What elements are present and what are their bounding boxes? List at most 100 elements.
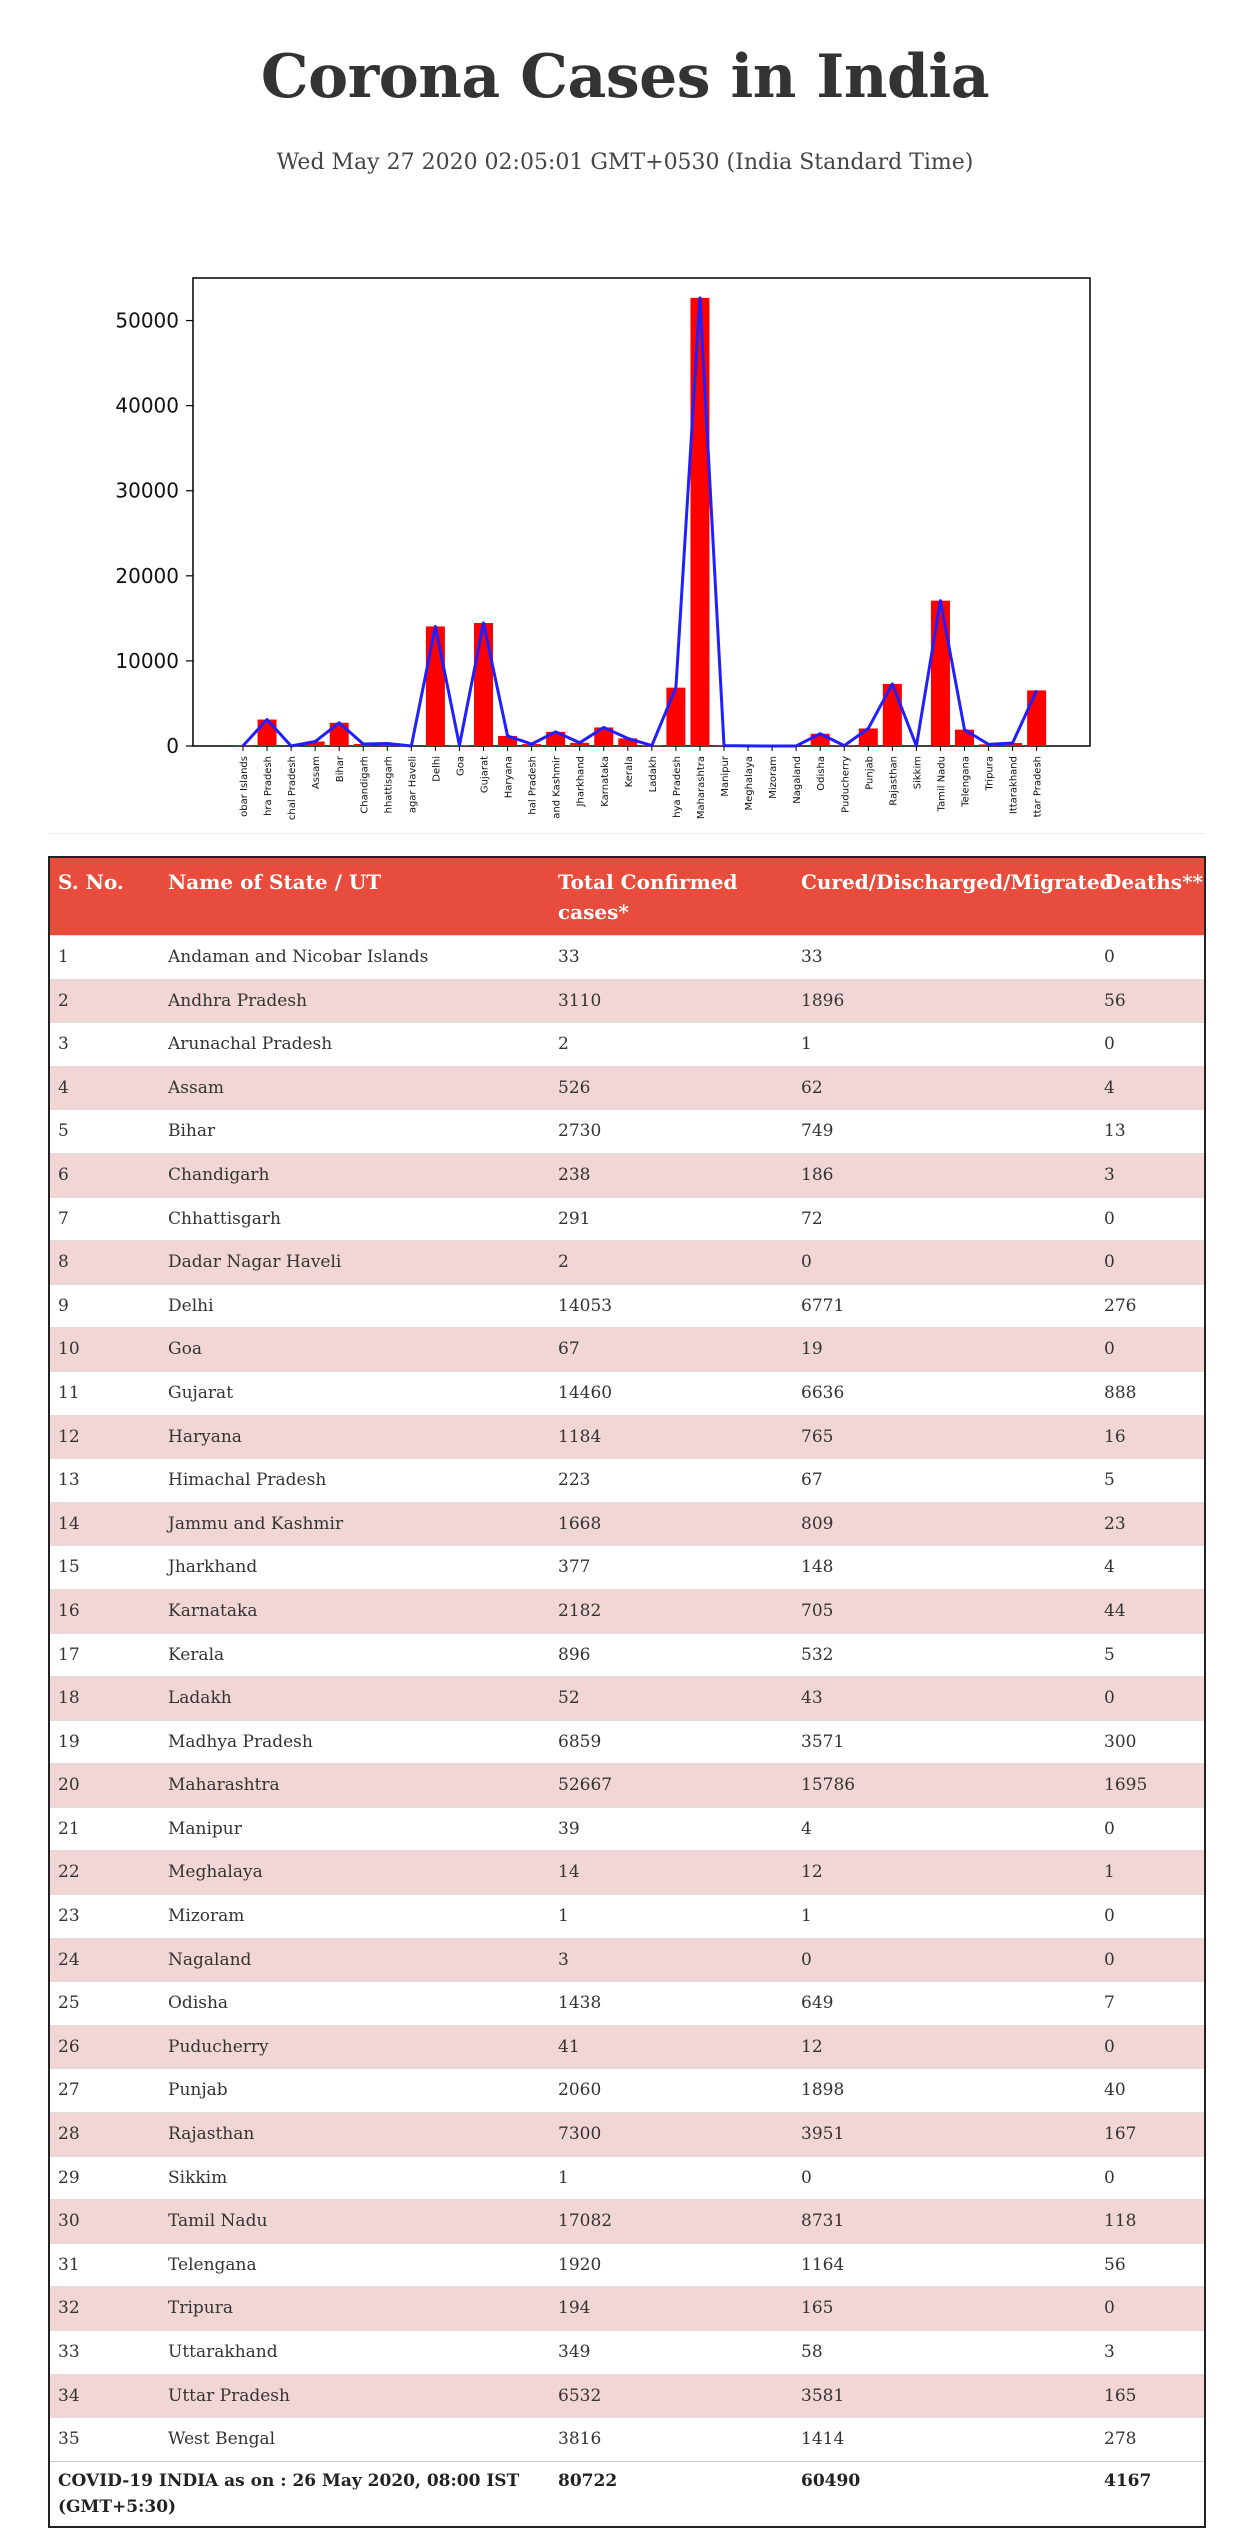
cell-confirmed: 2 [550, 1023, 793, 1067]
cell-cured: 62 [793, 1066, 1096, 1110]
cell-state: Tamil Nadu [160, 2200, 550, 2244]
x-tick-label: hhattisgarh [383, 756, 394, 813]
cell-sno: 28 [50, 2113, 160, 2157]
cell-cured: 3571 [793, 1720, 1096, 1764]
cell-deaths: 1695 [1096, 1764, 1204, 1808]
cell-state: Tripura [160, 2287, 550, 2331]
cell-cured: 0 [793, 1241, 1096, 1285]
cell-state: Meghalaya [160, 1851, 550, 1895]
cell-deaths: 0 [1096, 2025, 1204, 2069]
cell-sno: 8 [50, 1241, 160, 1285]
table-header: S. No. Name of State / UT Total Confirme… [50, 858, 1204, 936]
cell-state: Bihar [160, 1110, 550, 1154]
x-tick-label: Punjab [864, 756, 875, 790]
cell-sno: 31 [50, 2243, 160, 2287]
header-cured: Cured/Discharged/Migrated [793, 858, 1096, 936]
cell-deaths: 167 [1096, 2113, 1204, 2157]
cell-sno: 17 [50, 1633, 160, 1677]
y-tick-label: 30000 [115, 479, 179, 503]
cell-deaths: 23 [1096, 1502, 1204, 1546]
x-tick-label: Tripura [985, 756, 996, 791]
cell-cured: 532 [793, 1633, 1096, 1677]
x-tick-label: Rajasthan [888, 756, 899, 806]
cell-deaths: 278 [1096, 2418, 1204, 2462]
header-confirmed: Total Confirmed cases* [550, 858, 793, 936]
cell-deaths: 118 [1096, 2200, 1204, 2244]
x-tick-label: Chandigarh [359, 756, 370, 814]
cell-sno: 11 [50, 1371, 160, 1415]
header-deaths: Deaths** [1096, 858, 1204, 936]
cell-sno: 18 [50, 1677, 160, 1721]
cell-sno: 1 [50, 936, 160, 980]
cell-confirmed: 1438 [550, 1982, 793, 2026]
x-tick-label: and Kashmir [552, 755, 563, 819]
cell-cured: 19 [793, 1328, 1096, 1372]
cell-state: Haryana [160, 1415, 550, 1459]
cell-state: Goa [160, 1328, 550, 1372]
cell-confirmed: 3 [550, 1938, 793, 1982]
x-tick-label: Telengana [961, 756, 972, 808]
cell-deaths: 56 [1096, 979, 1204, 1023]
cell-confirmed: 1668 [550, 1502, 793, 1546]
cell-state: Himachal Pradesh [160, 1459, 550, 1503]
cell-cured: 165 [793, 2287, 1096, 2331]
cell-deaths: 165 [1096, 2374, 1204, 2418]
cell-confirmed: 3816 [550, 2418, 793, 2462]
x-tick-label: chal Pradesh [287, 756, 298, 820]
cell-cured: 765 [793, 1415, 1096, 1459]
cell-deaths: 4 [1096, 1066, 1204, 1110]
x-tick-label: Delhi [431, 756, 442, 782]
cell-cured: 15786 [793, 1764, 1096, 1808]
cell-state: Nagaland [160, 1938, 550, 1982]
cell-confirmed: 1920 [550, 2243, 793, 2287]
cell-confirmed: 6859 [550, 1720, 793, 1764]
cell-confirmed: 6532 [550, 2374, 793, 2418]
cell-state: Assam [160, 1066, 550, 1110]
bar [474, 623, 493, 746]
cell-sno: 25 [50, 1982, 160, 2026]
cell-deaths: 44 [1096, 1589, 1204, 1633]
cell-sno: 23 [50, 1895, 160, 1939]
x-tick-label: Mizoram [768, 756, 779, 799]
cell-sno: 4 [50, 1066, 160, 1110]
cell-sno: 29 [50, 2156, 160, 2200]
cell-state: West Bengal [160, 2418, 550, 2462]
cell-confirmed: 14460 [550, 1371, 793, 1415]
cell-deaths: 300 [1096, 1720, 1204, 1764]
cell-cured: 1898 [793, 2069, 1096, 2113]
cell-deaths: 40 [1096, 2069, 1204, 2113]
cell-deaths: 5 [1096, 1459, 1204, 1503]
cell-sno: 22 [50, 1851, 160, 1895]
y-tick-label: 20000 [115, 564, 179, 588]
cell-sno: 15 [50, 1546, 160, 1590]
cell-deaths: 0 [1096, 1241, 1204, 1285]
cell-state: Andhra Pradesh [160, 979, 550, 1023]
cell-confirmed: 349 [550, 2331, 793, 2375]
cell-sno: 33 [50, 2331, 160, 2375]
cell-cured: 1414 [793, 2418, 1096, 2462]
cell-state: Uttarakhand [160, 2331, 550, 2375]
bar [666, 688, 685, 746]
cell-cured: 6771 [793, 1284, 1096, 1328]
cell-state: Chandigarh [160, 1153, 550, 1197]
cell-cured: 43 [793, 1677, 1096, 1721]
cell-cured: 72 [793, 1197, 1096, 1241]
cell-confirmed: 2060 [550, 2069, 793, 2113]
cell-sno: 6 [50, 1153, 160, 1197]
cell-cured: 705 [793, 1589, 1096, 1633]
cell-state: Telengana [160, 2243, 550, 2287]
cell-cured: 148 [793, 1546, 1096, 1590]
cell-cured: 8731 [793, 2200, 1096, 2244]
y-tick-label: 0 [166, 734, 179, 758]
